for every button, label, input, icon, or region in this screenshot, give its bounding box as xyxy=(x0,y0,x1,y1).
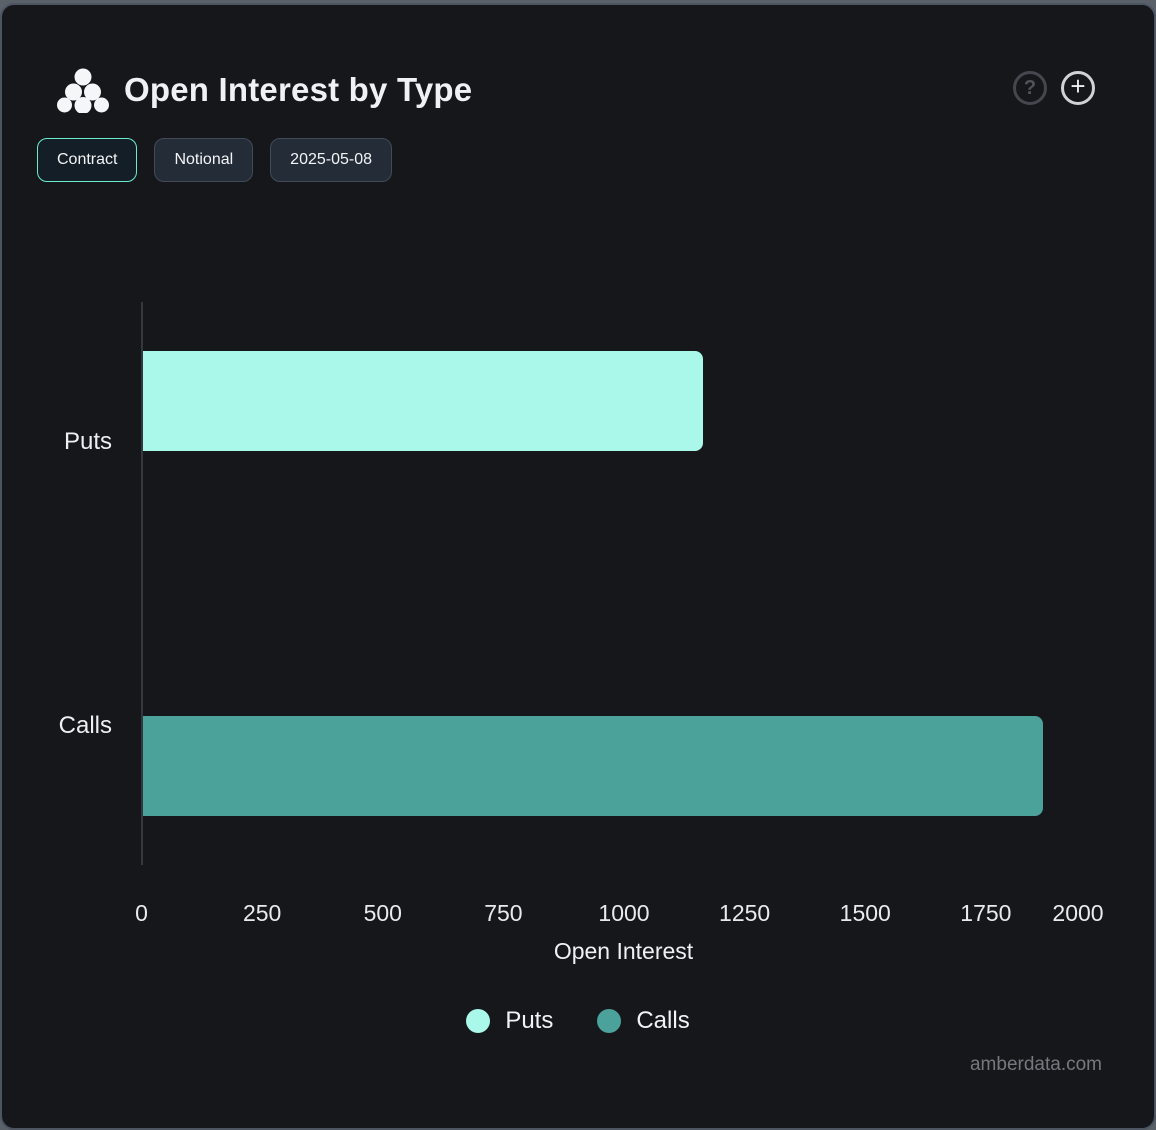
x-tick-label: 0 xyxy=(135,900,148,926)
x-tick-label: 1250 xyxy=(719,900,771,926)
y-axis-label-calls: Calls xyxy=(58,712,112,739)
x-tick-label: 1750 xyxy=(960,900,1012,926)
x-tick-label: 750 xyxy=(484,900,523,926)
bar-calls[interactable] xyxy=(143,716,1043,816)
bar-puts[interactable] xyxy=(143,351,703,451)
x-tick-label: 250 xyxy=(242,900,282,926)
page-title: Open Interest by Type xyxy=(124,71,473,108)
x-tick-label: 1000 xyxy=(598,900,650,926)
chart-legend: Puts Calls xyxy=(2,1007,1154,1035)
x-tick-label: 500 xyxy=(363,900,402,926)
x-tick-label: 1500 xyxy=(839,900,891,926)
legend-item-calls[interactable]: Calls xyxy=(597,1007,690,1035)
toolbar-button-contract[interactable]: Contract xyxy=(37,138,138,182)
help-icon[interactable]: ? xyxy=(1013,71,1047,105)
widget-panel: Open Interest by Type ? + Contract Notion… xyxy=(0,3,1156,1130)
y-axis-line xyxy=(141,302,143,865)
x-tick-label: 2000 xyxy=(1052,900,1104,926)
add-icon[interactable]: + xyxy=(1061,71,1095,105)
toolbar-button-2025-05-08[interactable]: 2025-05-08 xyxy=(270,138,393,182)
legend-label: Puts xyxy=(505,1007,554,1034)
legend-dot-puts xyxy=(466,1009,491,1033)
toolbar-button-notional[interactable]: Notional xyxy=(154,138,254,182)
amberdata-logo xyxy=(57,68,109,113)
open-interest-chart: Puts Calls 0 250 500 750 1000 1250 1500 1750 2000… xyxy=(2,5,1154,1128)
toolbar: Contract Notional 2025-05-08 xyxy=(37,138,393,182)
legend-dot-calls xyxy=(597,1009,622,1033)
legend-label: Calls xyxy=(636,1007,690,1034)
watermark: amberdata.com xyxy=(969,1054,1102,1075)
x-axis-title: Open Interest xyxy=(553,938,694,964)
legend-item-puts[interactable]: Puts xyxy=(466,1007,553,1035)
y-axis-label-puts: Puts xyxy=(63,428,112,455)
